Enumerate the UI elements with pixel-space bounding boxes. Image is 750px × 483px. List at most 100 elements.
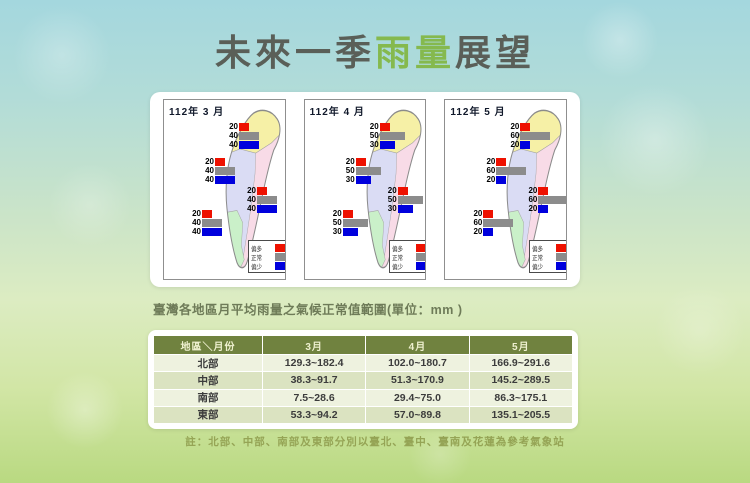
- bar-normal: [520, 131, 551, 140]
- value-cell: 53.3~94.2: [261, 405, 367, 425]
- table-head: 地區＼月份 3月 4月 5月: [153, 335, 574, 355]
- bar-less: [538, 204, 549, 213]
- bar-more: [496, 157, 507, 166]
- map-panel-3: 112年 5 月 20 60 20 20 60 20 20 60 20 20 60 20 偏多 正常 偏少: [444, 99, 568, 280]
- legend-swatch: [275, 261, 285, 270]
- bar-value: 60: [510, 131, 520, 140]
- bar-value: 30: [332, 227, 342, 236]
- rainfall-table: 地區＼月份 3月 4月 5月 北部 129.3~182.4 102.0~180.7 166.…: [153, 335, 574, 425]
- bar-value: 40: [192, 227, 201, 236]
- table-row: 東部 53.3~94.2 57.0~89.8 135.1~205.5: [153, 405, 574, 425]
- bar-value: 20: [510, 140, 520, 149]
- bar-more: [257, 186, 267, 195]
- panel-title: 112年 4 月: [309, 107, 365, 118]
- legend-swatch: [275, 252, 285, 261]
- bar-less: [342, 227, 358, 236]
- bar-value: 20: [387, 186, 397, 195]
- bar-value: 20: [205, 157, 214, 166]
- value-cell: 57.0~89.8: [365, 405, 470, 425]
- bar-more: [355, 157, 366, 166]
- bar-value: 20: [229, 122, 238, 131]
- bar-value: 40: [192, 218, 201, 227]
- table-row: 北部 129.3~182.4 102.0~180.7 166.9~291.6: [153, 353, 574, 373]
- bar-value: 60: [528, 195, 538, 204]
- bar-less: [483, 227, 494, 236]
- region-cell: 東部: [153, 405, 263, 425]
- table-header-row: 地區＼月份 3月 4月 5月: [153, 335, 574, 355]
- bar-group-north: 20 50 30: [367, 122, 405, 149]
- bar-value: 50: [369, 131, 379, 140]
- region-cell: 北部: [153, 353, 263, 373]
- bar-value: 20: [369, 122, 379, 131]
- map-panel-1: 112年 3 月 20 40 40 20 40 40 20 40 40 20 40 40 偏多 正常 偏少: [163, 99, 286, 280]
- bar-value: 30: [387, 204, 397, 213]
- legend-label: 偏多: [532, 245, 544, 253]
- bar-less: [520, 140, 531, 149]
- bar-group-central: 20 40 40: [202, 157, 235, 184]
- bar-group-east: 20 60 20: [525, 186, 567, 213]
- bar-group-central: 20 50 30: [343, 157, 381, 184]
- bar-normal: [202, 218, 222, 227]
- bar-normal: [215, 166, 235, 175]
- bar-normal: [397, 195, 423, 204]
- bar-normal: [483, 218, 514, 227]
- legend-swatch: [415, 243, 426, 252]
- bar-group-south: 20 60 20: [470, 209, 514, 236]
- bar-more: [342, 209, 353, 218]
- bar-value: 50: [387, 195, 397, 204]
- legend-swatch: [415, 252, 426, 261]
- bar-normal: [342, 218, 368, 227]
- bar-group-north: 20 60 20: [507, 122, 551, 149]
- bar-value: 50: [345, 166, 355, 175]
- map-legend: 偏多 正常 偏少: [529, 240, 567, 273]
- bar-group-east: 20 40 40: [244, 186, 277, 213]
- bar-value: 40: [247, 195, 256, 204]
- legend-swatch: [556, 243, 567, 252]
- bar-less: [379, 140, 395, 149]
- map-legend: 偏多 正常 偏少: [248, 240, 285, 273]
- legend-swatch: [556, 261, 567, 270]
- bar-more: [215, 157, 225, 166]
- legend-swatch: [275, 243, 285, 252]
- region-cell: 南部: [153, 388, 263, 407]
- bar-value: 20: [473, 209, 483, 218]
- legend-swatch: [556, 252, 567, 261]
- legend-label: 正常: [251, 254, 263, 262]
- bar-more: [483, 209, 494, 218]
- bar-normal: [496, 166, 527, 175]
- bar-value: 60: [473, 218, 483, 227]
- table-body: 北部 129.3~182.4 102.0~180.7 166.9~291.6 中部 38.…: [153, 353, 574, 425]
- bar-value: 40: [205, 175, 214, 184]
- legend-label: 偏多: [251, 245, 263, 253]
- value-cell: 145.2~289.5: [468, 371, 574, 390]
- bar-value: 20: [332, 209, 342, 218]
- bar-group-south: 20 50 30: [330, 209, 368, 236]
- region-cell: 中部: [153, 371, 263, 390]
- value-cell: 102.0~180.7: [365, 353, 470, 373]
- panel-title: 112年 3 月: [169, 107, 225, 118]
- rainfall-table-caption: 臺灣各地區月平均雨量之氣候正常值範圍(單位：mm ): [153, 303, 463, 317]
- bar-less: [215, 175, 235, 184]
- bar-value: 20: [247, 186, 256, 195]
- value-cell: 51.3~170.9: [365, 371, 470, 390]
- bar-more: [239, 122, 249, 131]
- bar-normal: [355, 166, 381, 175]
- table-header-cell: 4月: [365, 335, 470, 355]
- bar-value: 40: [229, 140, 238, 149]
- bar-value: 20: [473, 227, 483, 236]
- legend-label: 正常: [532, 254, 544, 262]
- rainfall-table-card: 地區＼月份 3月 4月 5月 北部 129.3~182.4 102.0~180.7 166.…: [148, 330, 578, 429]
- title-highlight: 雨量: [374, 32, 455, 73]
- bar-more: [379, 122, 390, 131]
- bar-less: [257, 204, 277, 213]
- map-panel-2: 112年 4 月 20 50 30 20 50 30 20 50 30 20 50 30 偏多 正常 偏少: [303, 99, 427, 280]
- bar-group-east: 20 50 30: [385, 186, 423, 213]
- bar-value: 20: [345, 157, 355, 166]
- map-legend: 偏多 正常 偏少: [388, 240, 426, 273]
- bar-value: 30: [369, 140, 379, 149]
- maps-card: 112年 3 月 20 40 40 20 40 40 20 40 40 20 40 40 偏多 正常 偏少 11…: [150, 92, 580, 287]
- bar-value: 20: [486, 175, 496, 184]
- legend-label: 正常: [391, 254, 403, 262]
- bar-value: 20: [528, 186, 538, 195]
